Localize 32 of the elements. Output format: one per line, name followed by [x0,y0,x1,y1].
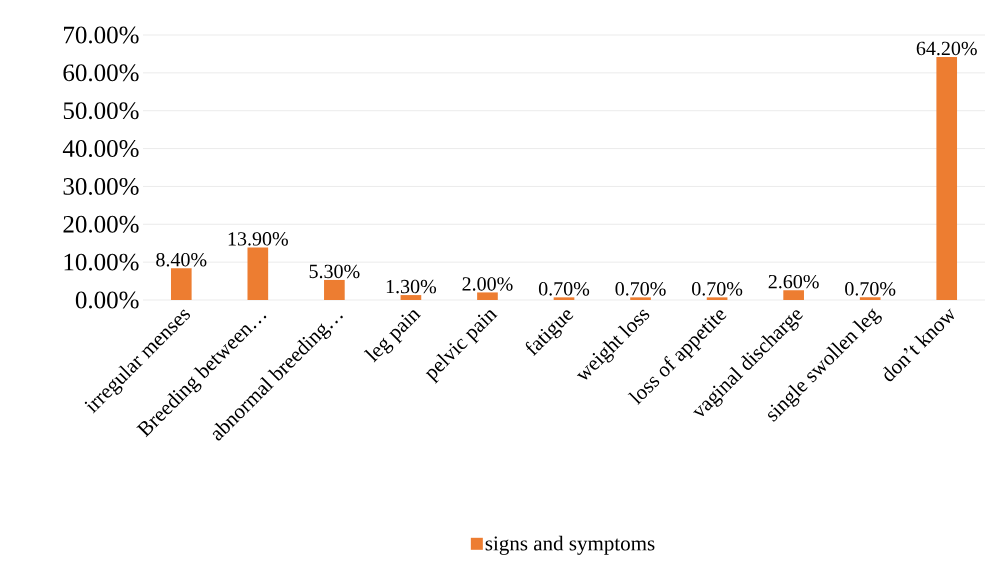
x-tick-label: leg pain [363,310,421,363]
bar [630,297,651,300]
y-tick-label: 70.00% [64,26,139,44]
data-label: 0.70% [538,282,590,296]
data-label: 8.40% [156,252,207,267]
bar [859,297,881,300]
bar [553,297,575,300]
bar [783,290,804,300]
data-label: 5.30% [309,264,360,279]
y-tick-label: 40.00% [62,140,139,158]
data-label: 2.00% [462,277,513,291]
y-tick-label: 0.00% [75,291,139,309]
y-tick-label: 60.00% [63,64,139,82]
data-label: 1.30% [386,279,437,294]
y-tick-label: 30.00% [63,177,139,195]
bar [247,247,269,300]
data-label: 13.90% [228,232,288,246]
bar [477,292,498,300]
y-tick-label: 50.00% [63,102,139,120]
legend-label: signs and symptoms [485,535,655,555]
y-tick-label: 10.00% [64,253,139,271]
bar [706,297,728,300]
data-label: 0.70% [845,282,896,296]
data-label: 0.70% [692,282,743,296]
y-tick-label: 20.00% [63,215,139,233]
bar [324,279,345,300]
data-label: 64.20% [916,41,977,56]
bar [400,295,422,300]
bar [170,268,192,300]
bar [936,56,958,300]
data-label: 2.60% [768,274,819,289]
data-label: 0.70% [615,282,666,296]
